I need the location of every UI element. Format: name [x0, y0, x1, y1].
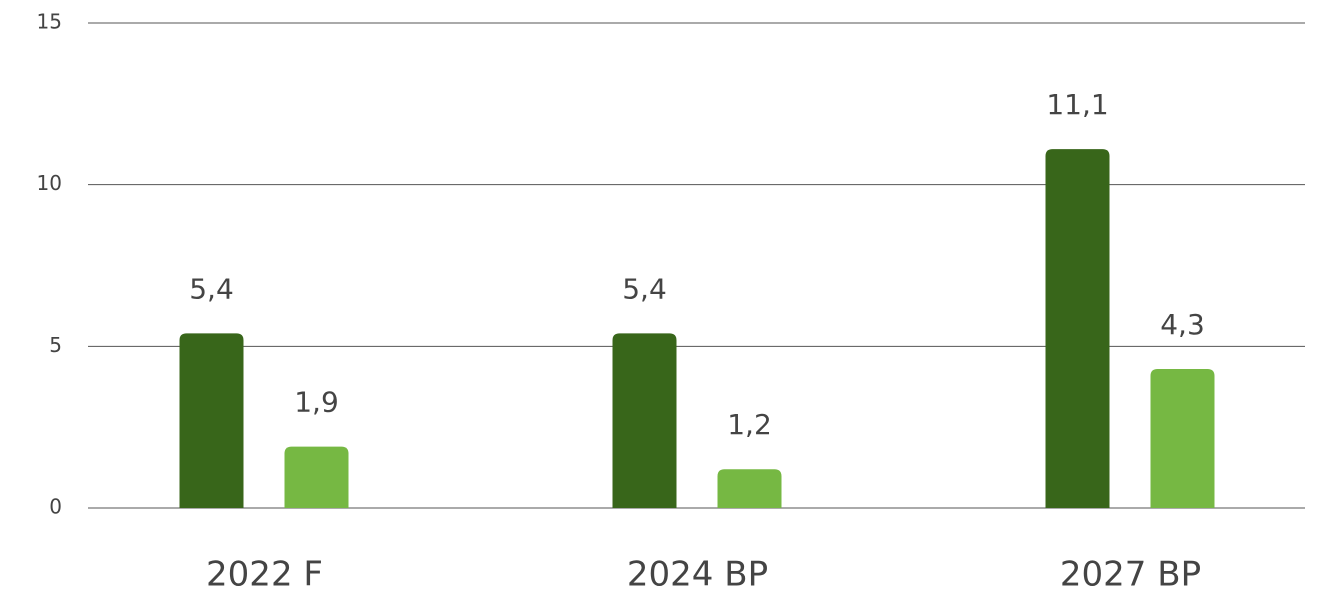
x-tick-label: 2022 F: [206, 555, 323, 595]
y-tick-label: 5: [49, 333, 62, 357]
bar: [284, 446, 349, 508]
bar: [717, 469, 782, 508]
y-tick-label: 15: [37, 10, 62, 34]
value-label: 1,2: [727, 408, 772, 441]
bar: [1150, 368, 1215, 508]
bar: [1045, 149, 1110, 508]
value-label: 4,3: [1160, 308, 1205, 341]
bar: [179, 333, 244, 508]
y-tick-label: 0: [49, 495, 62, 519]
value-label: 11,1: [1046, 88, 1108, 121]
value-label: 5,4: [622, 272, 667, 305]
value-label: 5,4: [189, 272, 234, 305]
y-tick-label: 10: [37, 171, 62, 195]
x-tick-label: 2027 BP: [1060, 555, 1201, 595]
value-label: 1,9: [294, 386, 339, 419]
bar: [612, 333, 677, 508]
x-tick-label: 2024 BP: [627, 555, 768, 595]
